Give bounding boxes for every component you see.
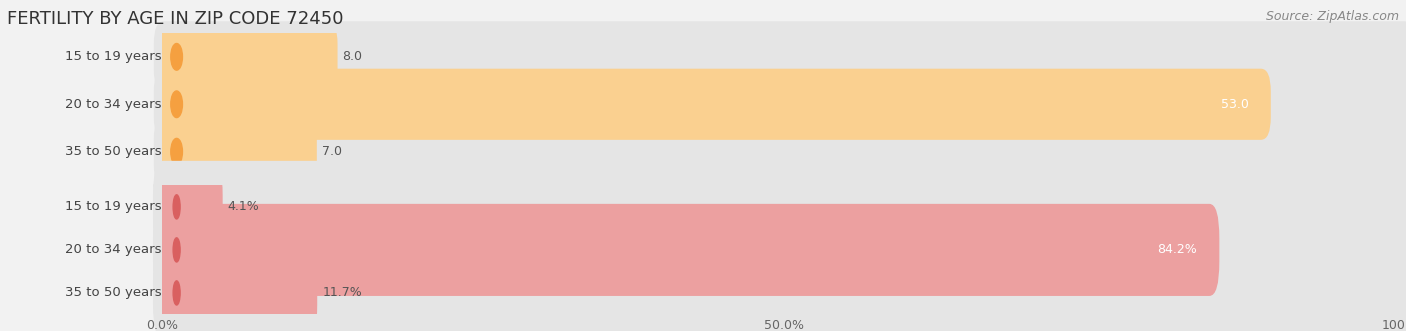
Text: 8.0: 8.0 bbox=[343, 50, 363, 63]
Text: 11.7%: 11.7% bbox=[322, 286, 361, 300]
Text: 20 to 34 years: 20 to 34 years bbox=[65, 243, 162, 257]
FancyBboxPatch shape bbox=[153, 247, 318, 331]
FancyBboxPatch shape bbox=[153, 21, 1406, 92]
Circle shape bbox=[173, 195, 180, 219]
FancyBboxPatch shape bbox=[153, 161, 222, 253]
Text: 35 to 50 years: 35 to 50 years bbox=[65, 286, 162, 300]
FancyBboxPatch shape bbox=[153, 116, 316, 187]
Circle shape bbox=[173, 281, 180, 305]
FancyBboxPatch shape bbox=[153, 247, 1406, 331]
Text: 15 to 19 years: 15 to 19 years bbox=[65, 50, 162, 63]
Text: 15 to 19 years: 15 to 19 years bbox=[65, 200, 162, 213]
FancyBboxPatch shape bbox=[153, 21, 337, 92]
Text: 7.0: 7.0 bbox=[322, 145, 342, 158]
FancyBboxPatch shape bbox=[153, 204, 1219, 296]
Text: 4.1%: 4.1% bbox=[228, 200, 259, 213]
Text: 53.0: 53.0 bbox=[1220, 98, 1249, 111]
FancyBboxPatch shape bbox=[153, 116, 1406, 187]
Text: 84.2%: 84.2% bbox=[1157, 243, 1197, 257]
FancyBboxPatch shape bbox=[153, 161, 1406, 253]
Circle shape bbox=[170, 138, 183, 165]
Text: 35 to 50 years: 35 to 50 years bbox=[65, 145, 162, 158]
Text: FERTILITY BY AGE IN ZIP CODE 72450: FERTILITY BY AGE IN ZIP CODE 72450 bbox=[7, 10, 343, 28]
Text: Source: ZipAtlas.com: Source: ZipAtlas.com bbox=[1265, 10, 1399, 23]
Circle shape bbox=[173, 238, 180, 262]
Text: 20 to 34 years: 20 to 34 years bbox=[65, 98, 162, 111]
FancyBboxPatch shape bbox=[153, 69, 1271, 140]
Circle shape bbox=[170, 43, 183, 70]
FancyBboxPatch shape bbox=[153, 69, 1406, 140]
Circle shape bbox=[170, 91, 183, 118]
FancyBboxPatch shape bbox=[153, 204, 1406, 296]
